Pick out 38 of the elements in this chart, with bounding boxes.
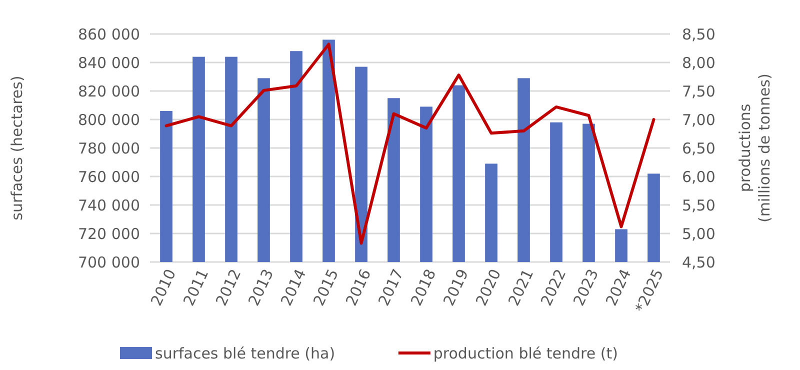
x-tick-label: 2014	[277, 266, 310, 309]
y2-tick-label: 7,00	[682, 110, 716, 129]
x-tick-label: 2017	[374, 266, 408, 309]
x-tick-label: 2021	[504, 266, 538, 309]
x-tick-label: 2013	[244, 266, 278, 309]
y2-axis-title: productions (millions de tonnes)	[736, 74, 774, 222]
x-tick-label: 2011	[180, 266, 212, 309]
x-tick-label: 2023	[570, 266, 602, 309]
line-series	[164, 42, 656, 245]
y2-tick-label: 6,00	[682, 168, 716, 186]
y-tick-label: 820 000	[78, 82, 140, 100]
y2-tick-label: 8,50	[682, 25, 716, 44]
y2-tick-label: 5,00	[682, 224, 716, 243]
y2-tick-label: 8,00	[682, 54, 716, 72]
y-axis-title: surfaces (hectares)	[8, 76, 26, 220]
x-tick-label: 2010	[147, 266, 180, 309]
legend-label: production blé tendre (t)	[433, 344, 618, 362]
x-tick-label: 2024	[602, 266, 635, 309]
y-tick-label: 700 000	[78, 253, 140, 272]
legend-label: surfaces blé tendre (ha)	[155, 344, 336, 362]
y2-tick-label: 4,50	[682, 253, 716, 272]
x-tick-label: 2015	[310, 266, 342, 309]
y-tick-label: 860 000	[78, 25, 140, 44]
y-tick-label: 720 000	[78, 224, 140, 243]
y-tick-label: 760 000	[78, 168, 140, 186]
x-tick-label: 2012	[212, 266, 245, 309]
y2-tick-label: 7,50	[682, 82, 716, 100]
x-tick-label: 2019	[440, 266, 472, 309]
x-tick-label: 2018	[407, 266, 440, 309]
x-tick-label: 2016	[342, 266, 375, 309]
y2-tick-label: 6,50	[682, 139, 716, 158]
y2-tick-label: 5,50	[682, 196, 716, 214]
x-tick-label: 2020	[472, 266, 505, 309]
y-tick-label: 740 000	[78, 196, 140, 214]
x-tick-label: 2022	[537, 266, 570, 309]
y-tick-label: 800 000	[78, 110, 140, 129]
y-tick-label: 780 000	[78, 139, 140, 158]
y-tick-label: 840 000	[78, 54, 140, 72]
